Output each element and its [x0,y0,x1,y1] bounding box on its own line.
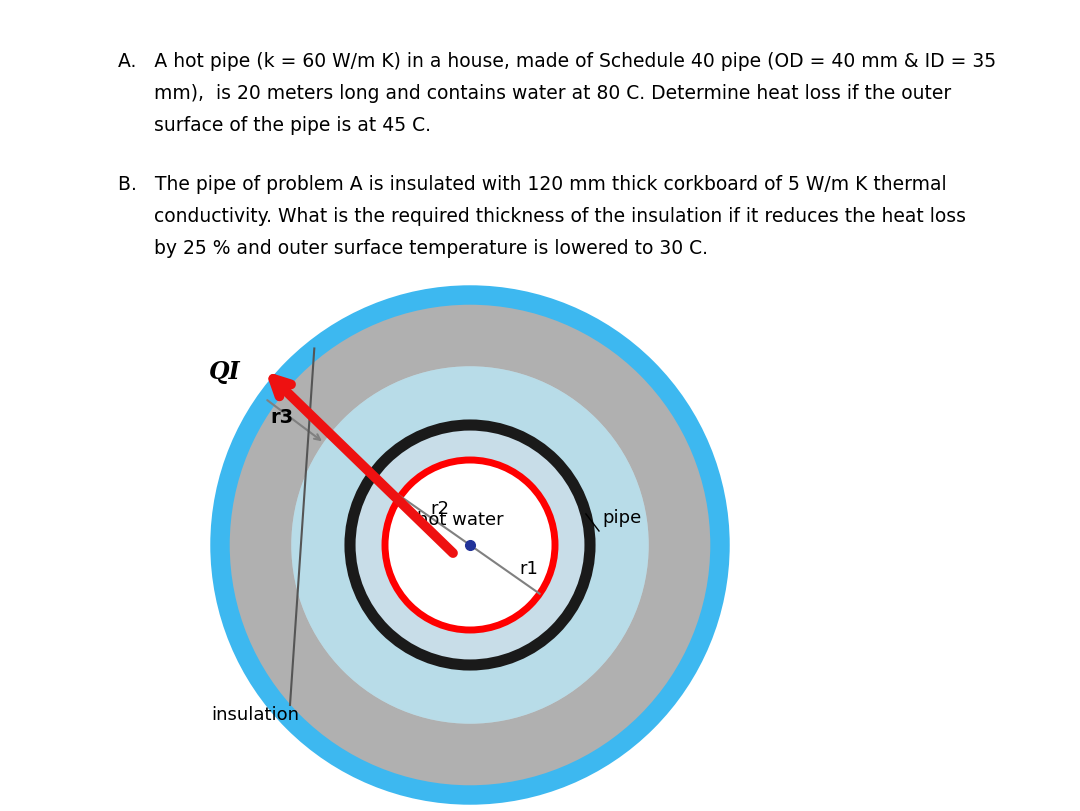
Text: by 25 % and outer surface temperature is lowered to 30 C.: by 25 % and outer surface temperature is… [118,239,708,258]
Circle shape [350,425,590,665]
Circle shape [292,367,648,723]
Text: pipe: pipe [602,509,642,527]
Text: A.   A hot pipe (k = 60 W/m K) in a house, made of Schedule 40 pipe (OD = 40 mm : A. A hot pipe (k = 60 W/m K) in a house,… [118,52,996,71]
Circle shape [384,460,555,630]
Text: r1: r1 [519,560,539,578]
Text: QI: QI [208,360,240,384]
Text: r2: r2 [431,500,449,518]
Circle shape [292,367,648,723]
Text: insulation: insulation [211,706,299,724]
Text: conductivity. What is the required thickness of the insulation if it reduces the: conductivity. What is the required thick… [118,207,966,226]
Text: B.   The pipe of problem A is insulated with 120 mm thick corkboard of 5 W/m K t: B. The pipe of problem A is insulated wi… [118,175,947,194]
Text: mm),  is 20 meters long and contains water at 80 C. Determine heat loss if the o: mm), is 20 meters long and contains wate… [118,84,951,103]
Text: r3: r3 [270,409,293,427]
Text: surface of the pipe is at 45 C.: surface of the pipe is at 45 C. [118,116,431,135]
Text: hot water: hot water [417,511,503,529]
Circle shape [220,295,720,795]
